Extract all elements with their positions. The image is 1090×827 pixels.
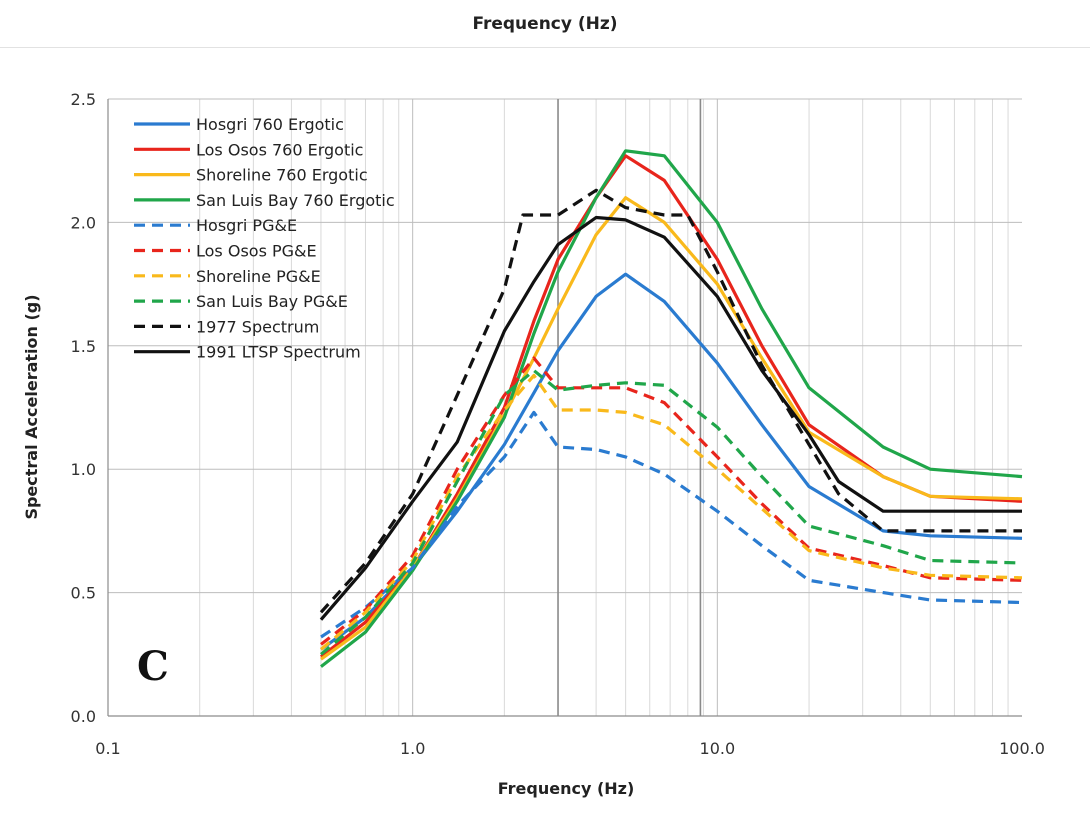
x-tick-label: 1.0 [400,739,425,758]
y-tick-label: 2.5 [71,90,96,109]
x-tick-labels: 0.1 1.0 10.0 100.0 [95,739,1045,758]
series-line [319,373,1023,651]
series-line [319,368,1023,656]
x-axis-title: Frequency (Hz) [498,779,635,798]
y-tick-label: 2.0 [71,213,96,232]
series-line [320,196,1023,661]
legend-label: Los Osos PG&E [196,242,317,261]
chart-axes [107,99,1022,717]
series-line [320,149,1023,668]
legend-label: Los Osos 760 Ergotic [196,140,363,159]
series-line [320,410,1023,639]
x-tick-label: 100.0 [999,739,1045,758]
x-tick-label: 0.1 [95,739,120,758]
y-axis-title: Spectral Acceleration (g) [22,294,41,519]
y-tick-label: 0.5 [71,584,96,603]
legend-label: 1991 LTSP Spectrum [196,343,361,362]
legend-label: Hosgri PG&E [196,216,297,235]
legend-label: San Luis Bay PG&E [196,292,348,311]
legend-label: Shoreline 760 Ergotic [196,166,368,185]
legend-label: Hosgri 760 Ergotic [196,115,344,134]
x-tick-label: 10.0 [700,739,736,758]
series-line [319,188,1022,614]
panel-label: C [137,643,169,690]
legend-label: 1977 Spectrum [196,317,319,336]
y-tick-label: 1.0 [71,460,96,479]
series-line [320,356,1023,646]
top-axis-title: Frequency (Hz) [472,14,618,34]
y-tick-label: 0.0 [71,707,96,726]
chart-legend: Hosgri 760 Ergotic Los Osos 760 Ergotic Sh… [134,115,395,362]
y-tick-label: 1.5 [71,337,96,356]
legend-label: San Luis Bay 760 Ergotic [196,191,395,210]
chart-series [319,149,1023,668]
y-tick-labels: 0.0 0.5 1.0 1.5 2.0 2.5 [71,90,96,726]
legend-label: Shoreline PG&E [196,267,321,286]
top-divider [0,47,1090,48]
series-line [319,215,1022,621]
